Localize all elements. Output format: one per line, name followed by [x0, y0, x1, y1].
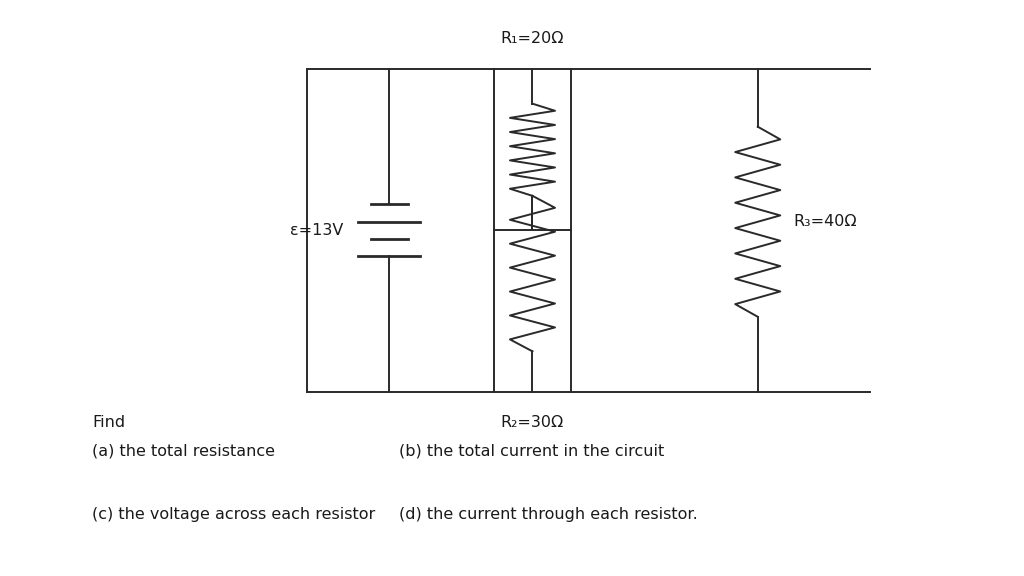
- Text: Find: Find: [92, 415, 125, 430]
- Text: (d) the current through each resistor.: (d) the current through each resistor.: [399, 507, 698, 522]
- Text: (c) the voltage across each resistor: (c) the voltage across each resistor: [92, 507, 376, 522]
- Text: ε=13V: ε=13V: [290, 223, 343, 238]
- Text: (a) the total resistance: (a) the total resistance: [92, 444, 275, 458]
- Text: R₃=40Ω: R₃=40Ω: [794, 214, 857, 229]
- Text: (b) the total current in the circuit: (b) the total current in the circuit: [399, 444, 665, 458]
- Text: R₂=30Ω: R₂=30Ω: [501, 415, 564, 430]
- Text: R₁=20Ω: R₁=20Ω: [501, 31, 564, 46]
